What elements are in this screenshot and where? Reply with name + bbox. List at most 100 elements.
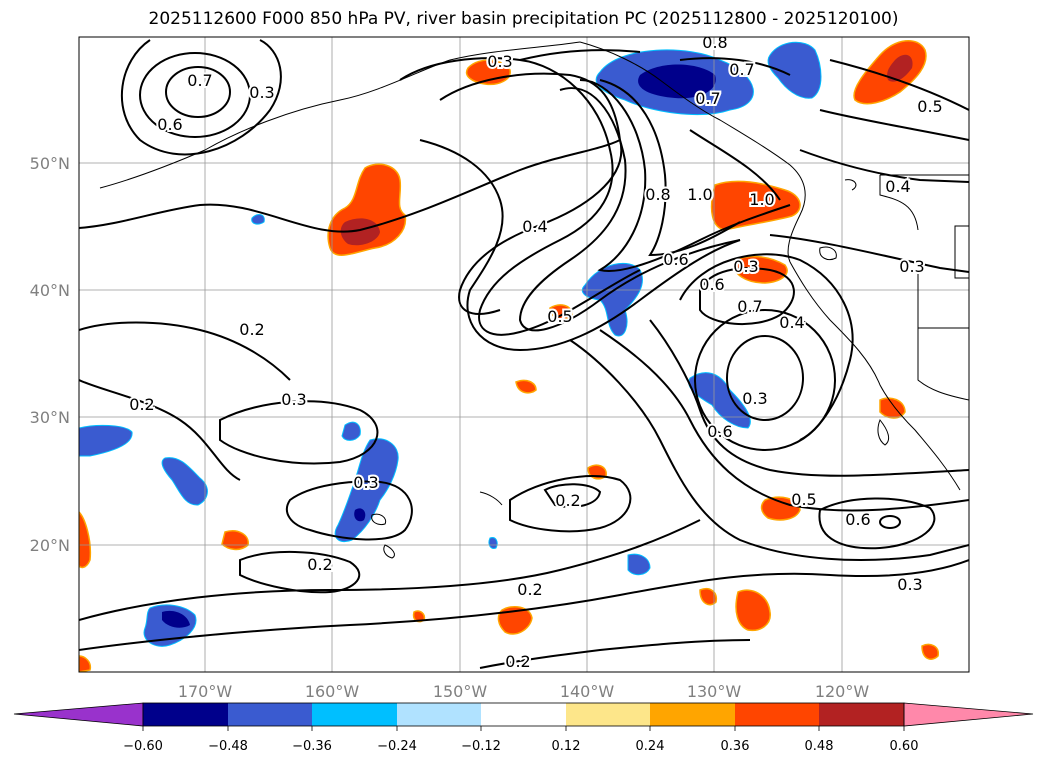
contour-label: 0.2	[517, 580, 542, 599]
lon-label-140w: 140°W	[560, 682, 615, 701]
longitude-labels: 170°W 160°W 150°W 140°W 130°W 120°W	[178, 682, 870, 701]
neg-blob	[161, 457, 208, 506]
contour-label: 0.6	[157, 115, 182, 134]
latitude-labels: 50°N 40°N 30°N 20°N	[30, 154, 70, 555]
pos-blob-core	[340, 218, 380, 246]
lon-label-120w: 120°W	[815, 682, 870, 701]
colorbar-label: 0.48	[805, 739, 834, 754]
contour-labels: 0.7 0.6 0.3 0.3 0.8 0.7 0.5 0.4 0.4 0.8 …	[127, 33, 944, 672]
contour-label: 0.3	[281, 390, 306, 409]
contour-label: 0.3	[899, 257, 924, 276]
colorbar-segment	[566, 703, 650, 726]
neg-blob-core	[162, 610, 190, 628]
colorbar-label: 0.12	[552, 739, 581, 754]
pos-blob	[735, 589, 771, 632]
map-panel	[79, 37, 969, 672]
contour-label: 0.7	[695, 89, 720, 108]
pos-blob	[760, 496, 801, 521]
colorbar-extend-left	[13, 702, 144, 727]
contour-label: 1.0	[749, 190, 774, 209]
neg-blob	[627, 553, 651, 576]
colorbar-segment	[143, 703, 228, 726]
contour-label: 0.3	[249, 83, 274, 102]
neg-blob-core	[638, 64, 716, 99]
pos-blob	[733, 255, 788, 284]
lon-label-160w: 160°W	[305, 682, 360, 701]
lat-label-20n: 20°N	[30, 536, 70, 555]
contour-label: 0.2	[555, 491, 580, 510]
colorbar-label: −0.60	[123, 739, 163, 754]
lat-label-50n: 50°N	[30, 154, 70, 173]
contour-label: 0.5	[791, 490, 816, 509]
colorbar-label: −0.24	[377, 739, 417, 754]
pos-blob	[710, 180, 801, 231]
map-frame	[78, 36, 970, 673]
contour-label: 0.7	[737, 297, 762, 316]
contour-label: 0.6	[845, 510, 870, 529]
lon-label-130w: 130°W	[687, 682, 742, 701]
neg-blob	[488, 537, 498, 549]
colorbar-label: 0.24	[636, 739, 665, 754]
pv-contours	[79, 39, 969, 669]
contour-label: 0.4	[885, 177, 910, 196]
pos-blob	[79, 510, 92, 569]
contour-label: 0.2	[239, 320, 264, 339]
pos-blob	[79, 655, 92, 672]
contour-label: 0.4	[779, 313, 804, 332]
neg-blob	[341, 421, 361, 441]
colorbar-label: 0.60	[890, 739, 919, 754]
colorbar-segment	[481, 703, 566, 726]
pos-blob	[497, 605, 533, 635]
colorbar-label: 0.36	[721, 739, 750, 754]
colorbar-frame	[142, 702, 905, 727]
colorbar-segment	[650, 703, 735, 726]
contour-label: 0.6	[699, 275, 724, 294]
contour-label: 0.5	[547, 307, 572, 326]
contour-label: 0.5	[917, 97, 942, 116]
pos-blob	[515, 379, 537, 394]
lat-label-30n: 30°N	[30, 408, 70, 427]
contour-label: 0.3	[897, 575, 922, 594]
contour-label: 0.4	[522, 217, 547, 236]
neg-blob	[767, 41, 822, 99]
colorbar-segment	[819, 703, 904, 726]
contour-label: 0.8	[702, 33, 727, 52]
colorbar-ticks	[142, 726, 905, 731]
contour-label: 0.3	[742, 389, 767, 408]
figure-title: 2025112600 F000 850 hPa PV, river basin …	[148, 9, 899, 29]
coastlines	[99, 41, 969, 559]
contour-label: 0.2	[129, 395, 154, 414]
pos-blob	[699, 588, 718, 606]
colorbar-label: −0.48	[208, 739, 248, 754]
contour-label: 0.6	[663, 250, 688, 269]
colorbar-segment	[312, 703, 397, 726]
colorbar-extend-right	[903, 702, 1034, 727]
pos-blob	[549, 304, 573, 321]
contour-label: 0.7	[729, 60, 754, 79]
contour-label: 0.3	[487, 52, 512, 71]
contour-label: 0.3	[733, 257, 758, 276]
pos-blob-core	[887, 54, 913, 82]
colorbar-label: −0.12	[461, 739, 501, 754]
contour-label: 1.0	[687, 185, 712, 204]
lon-label-170w: 170°W	[178, 682, 233, 701]
neg-blob-core	[354, 508, 366, 522]
contour-label: 0.8	[645, 185, 670, 204]
lon-label-150w: 150°W	[433, 682, 488, 701]
pos-blob	[921, 643, 939, 660]
colorbar: −0.60 −0.48 −0.36 −0.24 −0.12 0.12 0.24 …	[13, 702, 1034, 754]
contour-label: 0.2	[505, 652, 530, 671]
neg-blob	[79, 424, 133, 457]
neg-blob	[688, 372, 751, 429]
contour-label: 0.2	[307, 555, 332, 574]
contour-label: 0.7	[187, 71, 212, 90]
neg-blob	[251, 214, 265, 225]
neg-blob	[334, 438, 399, 543]
colorbar-segment	[735, 703, 819, 726]
contour-label: 0.3	[353, 473, 378, 492]
lat-label-40n: 40°N	[30, 281, 70, 300]
contour-label: 0.6	[707, 422, 732, 441]
colorbar-segment	[397, 703, 481, 726]
colorbar-segment	[228, 703, 312, 726]
